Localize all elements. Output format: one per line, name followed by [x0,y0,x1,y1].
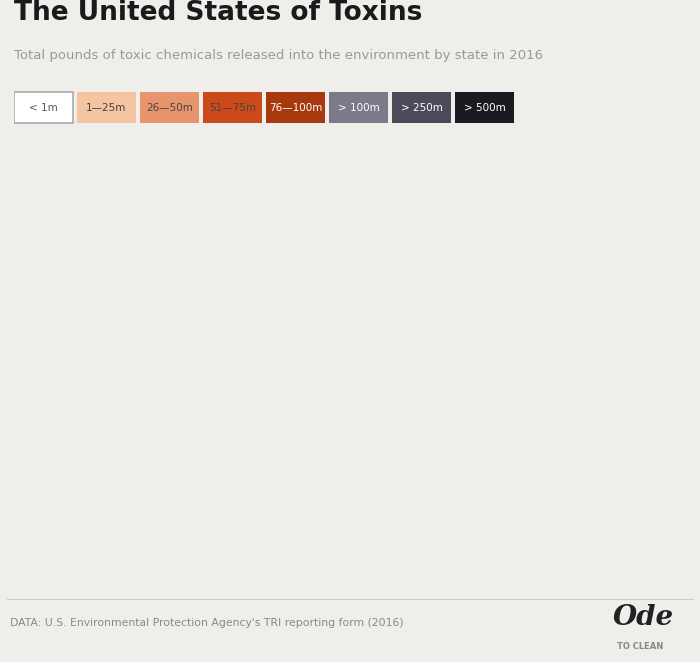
Text: Total pounds of toxic chemicals released into the environment by state in 2016: Total pounds of toxic chemicals released… [14,49,543,62]
Bar [203,92,262,123]
Text: > 100m: > 100m [337,103,379,113]
Text: 26—50m: 26—50m [146,103,193,113]
Text: 51—75m: 51—75m [209,103,256,113]
Bar [392,92,451,123]
Text: Ode: Ode [612,604,673,631]
Bar [266,92,325,123]
Bar [455,92,514,123]
Text: > 250m: > 250m [400,103,442,113]
Text: 76—100m: 76—100m [269,103,322,113]
Bar [77,92,136,123]
Text: < 1m: < 1m [29,103,58,113]
Text: The United States of Toxins: The United States of Toxins [14,0,422,26]
Text: DATA: U.S. Environmental Protection Agency's TRI reporting form (2016): DATA: U.S. Environmental Protection Agen… [10,618,404,628]
Text: 1—25m: 1—25m [86,103,127,113]
Text: TO CLEAN: TO CLEAN [617,641,664,651]
Bar [14,92,73,123]
Bar [140,92,199,123]
Bar [329,92,388,123]
Text: > 500m: > 500m [463,103,505,113]
